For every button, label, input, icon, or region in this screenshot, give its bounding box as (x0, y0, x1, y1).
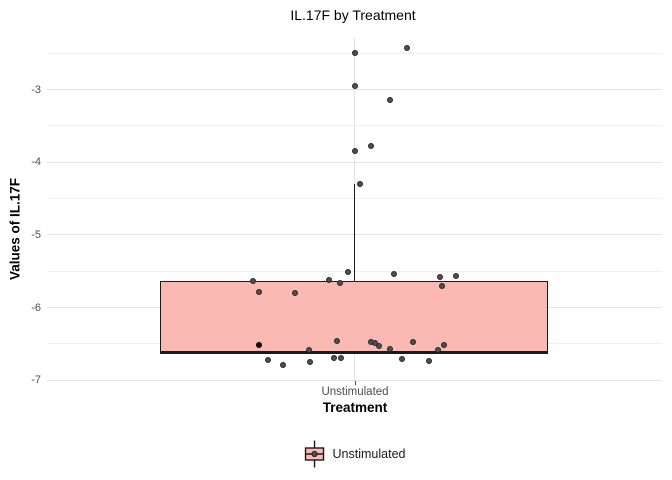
legend: Unstimulated (304, 440, 406, 468)
data-point (439, 282, 446, 289)
data-point (330, 355, 337, 362)
legend-item-label: Unstimulated (332, 447, 406, 461)
data-point (326, 276, 333, 283)
data-point (307, 359, 314, 366)
data-point (337, 354, 344, 361)
boxplot-box (160, 281, 549, 354)
data-point (398, 356, 405, 363)
data-point (368, 143, 375, 150)
data-point (452, 273, 459, 280)
data-point (387, 97, 394, 104)
y-tick-label: -5 (31, 228, 41, 241)
data-point (345, 268, 352, 275)
legend-boxplot-key-icon (304, 440, 325, 468)
data-point (265, 356, 272, 363)
x-tick-label: Unstimulated (321, 386, 389, 398)
y-tick-label: -7 (31, 374, 41, 387)
data-point (357, 181, 364, 188)
data-point (255, 289, 262, 296)
y-tick-label: -3 (31, 83, 41, 96)
data-point (436, 274, 443, 281)
data-point (292, 290, 299, 297)
median-line (160, 351, 549, 354)
data-point (404, 45, 411, 52)
data-point (336, 279, 343, 286)
plot-panel (47, 38, 662, 381)
data-point (256, 342, 263, 349)
data-point (390, 271, 397, 278)
data-point (376, 343, 383, 350)
whisker-upper (353, 184, 356, 282)
data-point (334, 338, 341, 345)
data-point (440, 342, 447, 349)
y-tick-label: -6 (31, 301, 41, 314)
data-point (305, 346, 312, 353)
data-point (351, 82, 358, 89)
data-point (250, 278, 257, 285)
x-axis-title: Treatment (322, 400, 388, 415)
y-tick-label: -4 (31, 156, 41, 169)
data-point (351, 49, 358, 56)
data-point (425, 357, 432, 364)
chart-title: IL.17F by Treatment (290, 7, 416, 23)
data-point (435, 346, 442, 353)
data-point (409, 339, 416, 346)
data-point (387, 346, 394, 353)
x-axis-tick (354, 381, 356, 385)
data-point (351, 148, 358, 155)
data-point (280, 362, 287, 368)
